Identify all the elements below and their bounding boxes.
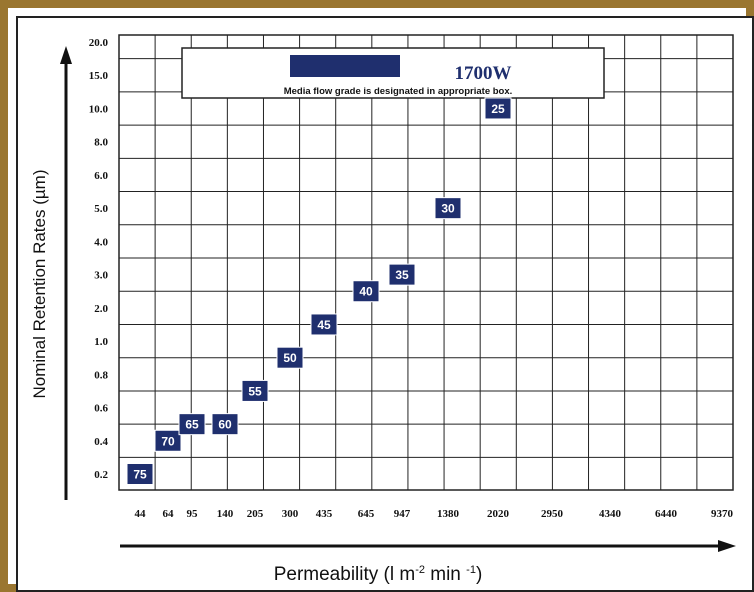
data-point-label: 45 <box>317 318 331 332</box>
y-tick-label: 6.0 <box>94 170 108 182</box>
data-point-box <box>126 463 154 485</box>
legend-box: 1700W Media flow grade is designated in … <box>181 47 605 99</box>
x-tick-label: 435 <box>316 508 333 520</box>
x-tick-label: 64 <box>163 508 175 520</box>
data-point-label: 75 <box>133 468 147 482</box>
y-tick-label: 8.0 <box>94 137 108 149</box>
data-point-50: 50 <box>276 346 304 369</box>
x-tick-label: 44 <box>135 508 147 520</box>
x-tick-label: 4340 <box>599 508 622 520</box>
data-point-55: 55 <box>241 379 269 402</box>
x-tick-label: 1380 <box>437 508 460 520</box>
x-tick-label: 6440 <box>655 508 678 520</box>
data-point-box <box>178 413 206 436</box>
x-tick-label: 140 <box>217 508 234 520</box>
x-tick-label: 95 <box>187 508 199 520</box>
data-point-box <box>276 346 304 369</box>
data-point-65: 65 <box>178 413 206 436</box>
y-tick-label: 20.0 <box>89 37 109 49</box>
legend-note: Media flow grade is designated in approp… <box>284 86 513 97</box>
data-point-label: 60 <box>218 418 232 432</box>
data-point-label: 40 <box>359 285 373 299</box>
y-tick-label: 0.6 <box>94 403 108 415</box>
x-tick-label: 2020 <box>487 508 510 520</box>
data-point-box <box>154 429 182 452</box>
data-point-box <box>352 280 380 303</box>
data-point-30: 30 <box>434 197 462 220</box>
data-point-45: 45 <box>310 313 338 336</box>
y-axis-label: Nominal Retention Rates (µm) <box>30 170 49 399</box>
data-point-label: 35 <box>395 268 409 282</box>
data-point-60: 60 <box>211 413 239 436</box>
data-point-25: 25 <box>484 97 512 120</box>
data-point-box <box>310 313 338 336</box>
y-tick-label: 3.0 <box>94 270 108 282</box>
data-point-label: 55 <box>248 384 262 398</box>
chart-panel <box>16 16 754 592</box>
x-tick-label: 645 <box>358 508 375 520</box>
data-point-box <box>211 413 239 436</box>
x-tick-label: 205 <box>247 508 264 520</box>
data-point-40: 40 <box>352 280 380 303</box>
y-tick-label: 4.0 <box>94 236 108 248</box>
y-tick-label: 5.0 <box>94 203 108 215</box>
data-points: 75 70 65 60 55 50 45 40 35 30 25 <box>126 97 512 485</box>
x-tick-label: 300 <box>282 508 299 520</box>
data-point-box <box>484 97 512 120</box>
y-tick-label: 10.0 <box>89 103 109 115</box>
x-tick-labels: 44 64 95 140 205 300 435 645 947 1380 2020 2950 4340… <box>135 508 734 520</box>
y-tick-labels: 0.2 0.4 0.6 0.8 1.0 2.0 3.0 4.0 5.0 6.0 8.0 10.0 15.… <box>89 37 109 481</box>
y-tick-label: 0.8 <box>94 369 108 381</box>
y-tick-label: 0.2 <box>94 469 108 481</box>
grid <box>118 34 734 491</box>
x-tick-label: 2950 <box>541 508 564 520</box>
x-tick-label: 947 <box>394 508 411 520</box>
data-point-label: 25 <box>491 102 505 116</box>
data-point-75: 75 <box>126 463 154 485</box>
plot-border <box>118 34 734 491</box>
data-point-box <box>434 197 462 220</box>
data-point-label: 70 <box>161 434 175 448</box>
y-axis-arrow <box>60 46 72 500</box>
x-tick-label: 9370 <box>711 508 734 520</box>
data-point-35: 35 <box>388 263 416 286</box>
legend-swatch <box>290 55 400 77</box>
y-tick-label: 0.4 <box>94 436 108 448</box>
data-point-label: 65 <box>185 418 199 432</box>
x-axis-arrow <box>120 540 736 552</box>
data-point-label: 50 <box>283 351 297 365</box>
data-point-label: 30 <box>441 202 455 216</box>
data-point-70: 70 <box>154 429 182 452</box>
y-tick-label: 2.0 <box>94 303 108 315</box>
y-tick-label: 15.0 <box>89 70 109 82</box>
x-axis-label: Permeability (l m-2 min -1) <box>274 564 483 585</box>
data-point-box <box>241 379 269 402</box>
legend-model: 1700W <box>455 63 512 84</box>
y-tick-label: 1.0 <box>94 336 108 348</box>
data-point-box <box>388 263 416 286</box>
